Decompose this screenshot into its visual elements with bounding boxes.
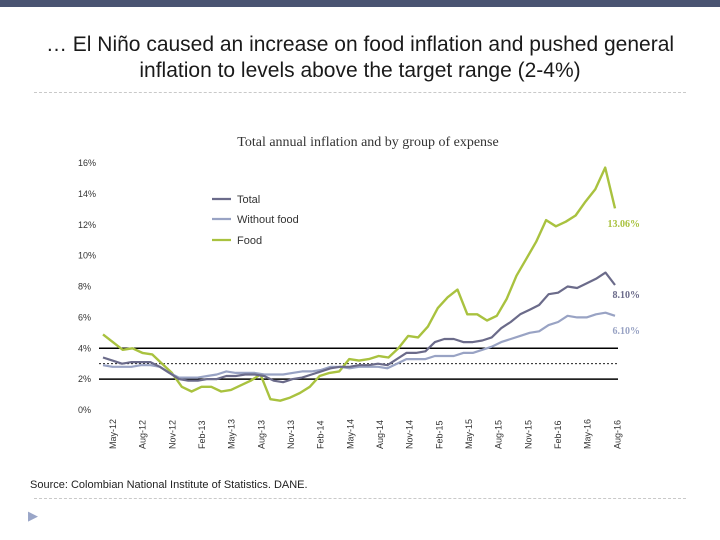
y-tick-label: 14% [78,189,96,199]
x-tick-label: May-13 [227,419,237,449]
x-tick-label: Aug-12 [138,420,148,449]
y-axis-ticks: 0% 2% 4% 6% 8% 10% 12% 14% 16% [78,158,96,415]
y-tick-label: 6% [78,312,91,322]
x-tick-label: Nov-13 [286,420,296,449]
y-tick-label: 4% [78,343,91,353]
x-tick-label: Aug-15 [494,420,504,449]
x-tick-label: Feb-14 [316,420,326,449]
slide-headline: … El Niño caused an increase on food inf… [45,33,675,82]
x-tick-label: May-14 [345,419,355,449]
x-tick-label: Nov-15 [523,420,533,449]
y-tick-label: 16% [78,158,96,168]
series-line-food [102,166,617,402]
y-tick-label: 2% [78,374,91,384]
series-line-without-food [102,311,616,379]
x-axis-ticks: May-12 Aug-12 Nov-12 Feb-13 May-13 Aug-13 Nov-… [108,419,622,449]
y-tick-label: 0% [78,405,91,415]
legend-label: Total [237,194,260,206]
footer-divider [34,498,686,499]
x-tick-label: Nov-12 [167,420,177,449]
target-range-lines [99,347,618,380]
x-tick-label: Feb-16 [553,420,563,449]
legend: Total Without food Food [212,194,299,247]
legend-label: Food [237,235,262,247]
end-label-total: 8.10% [613,290,641,301]
end-value-labels: 8.10% 6.10% 13.06% [608,219,641,337]
y-tick-label: 12% [78,220,96,230]
series-lines [102,166,617,402]
x-tick-label: Aug-14 [375,420,385,449]
header-divider [34,92,686,93]
x-tick-label: Feb-13 [197,420,207,449]
top-accent-bar [0,0,720,7]
y-tick-label: 10% [78,251,96,261]
x-tick-label: May-16 [583,419,593,449]
end-label-without-food: 6.10% [613,326,641,337]
next-slide-arrow-icon[interactable]: ▶ [28,508,38,523]
chart-title: Total annual inflation and by group of e… [237,135,499,150]
source-note: Source: Colombian National Institute of … [30,479,308,491]
end-label-food: 13.06% [608,219,641,230]
legend-label: Without food [237,214,299,226]
x-tick-label: Aug-13 [256,420,266,449]
series-line-total [102,271,616,384]
x-tick-label: May-12 [108,419,118,449]
y-tick-label: 8% [78,282,91,292]
x-tick-label: Feb-15 [434,420,444,449]
x-tick-label: Aug-16 [612,420,622,449]
x-tick-label: May-15 [464,419,474,449]
x-tick-label: Nov-14 [405,420,415,449]
